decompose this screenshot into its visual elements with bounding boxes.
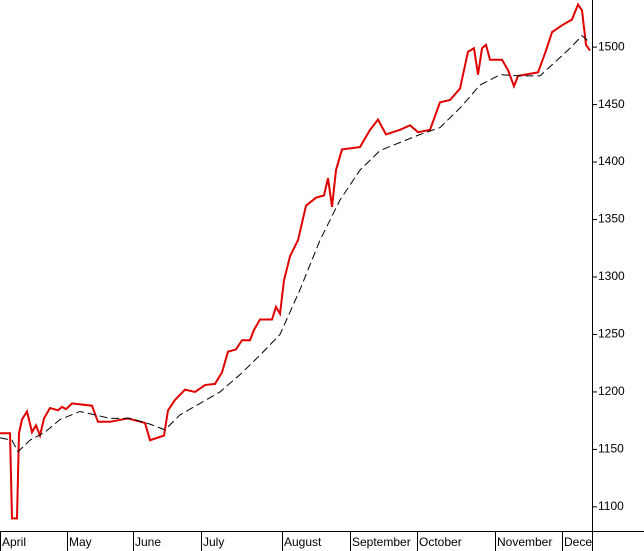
line-series xyxy=(0,2,591,520)
x-tick-label: October xyxy=(419,535,462,549)
y-tick-label: 1100 xyxy=(598,499,624,513)
x-tick-label: July xyxy=(203,535,224,549)
y-tick-label: 1350 xyxy=(598,212,625,226)
line-series xyxy=(0,34,591,453)
x-tick-label: Dece xyxy=(564,535,592,549)
y-tick-label: 1300 xyxy=(598,269,625,283)
x-tick-label: September xyxy=(352,535,411,549)
x-tick-label: August xyxy=(284,535,322,549)
x-tick-label: April xyxy=(2,535,26,549)
x-tick-label: June xyxy=(135,535,161,549)
y-tick-label: 1450 xyxy=(598,97,625,111)
x-tick-label: November xyxy=(497,535,552,549)
y-tick-label: 1150 xyxy=(598,442,624,456)
y-tick-label: 1250 xyxy=(598,327,625,341)
x-tick-label: May xyxy=(69,535,92,549)
y-tick-label: 1400 xyxy=(598,154,625,168)
y-tick-label: 1200 xyxy=(598,384,625,398)
y-tick-label: 1500 xyxy=(598,39,625,53)
